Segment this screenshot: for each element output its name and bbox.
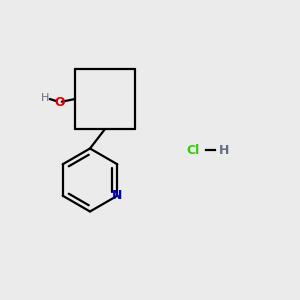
Text: Cl: Cl xyxy=(186,143,199,157)
Text: H: H xyxy=(41,93,49,103)
Text: N: N xyxy=(112,189,122,202)
Text: H: H xyxy=(218,143,229,157)
Text: O: O xyxy=(54,95,65,109)
